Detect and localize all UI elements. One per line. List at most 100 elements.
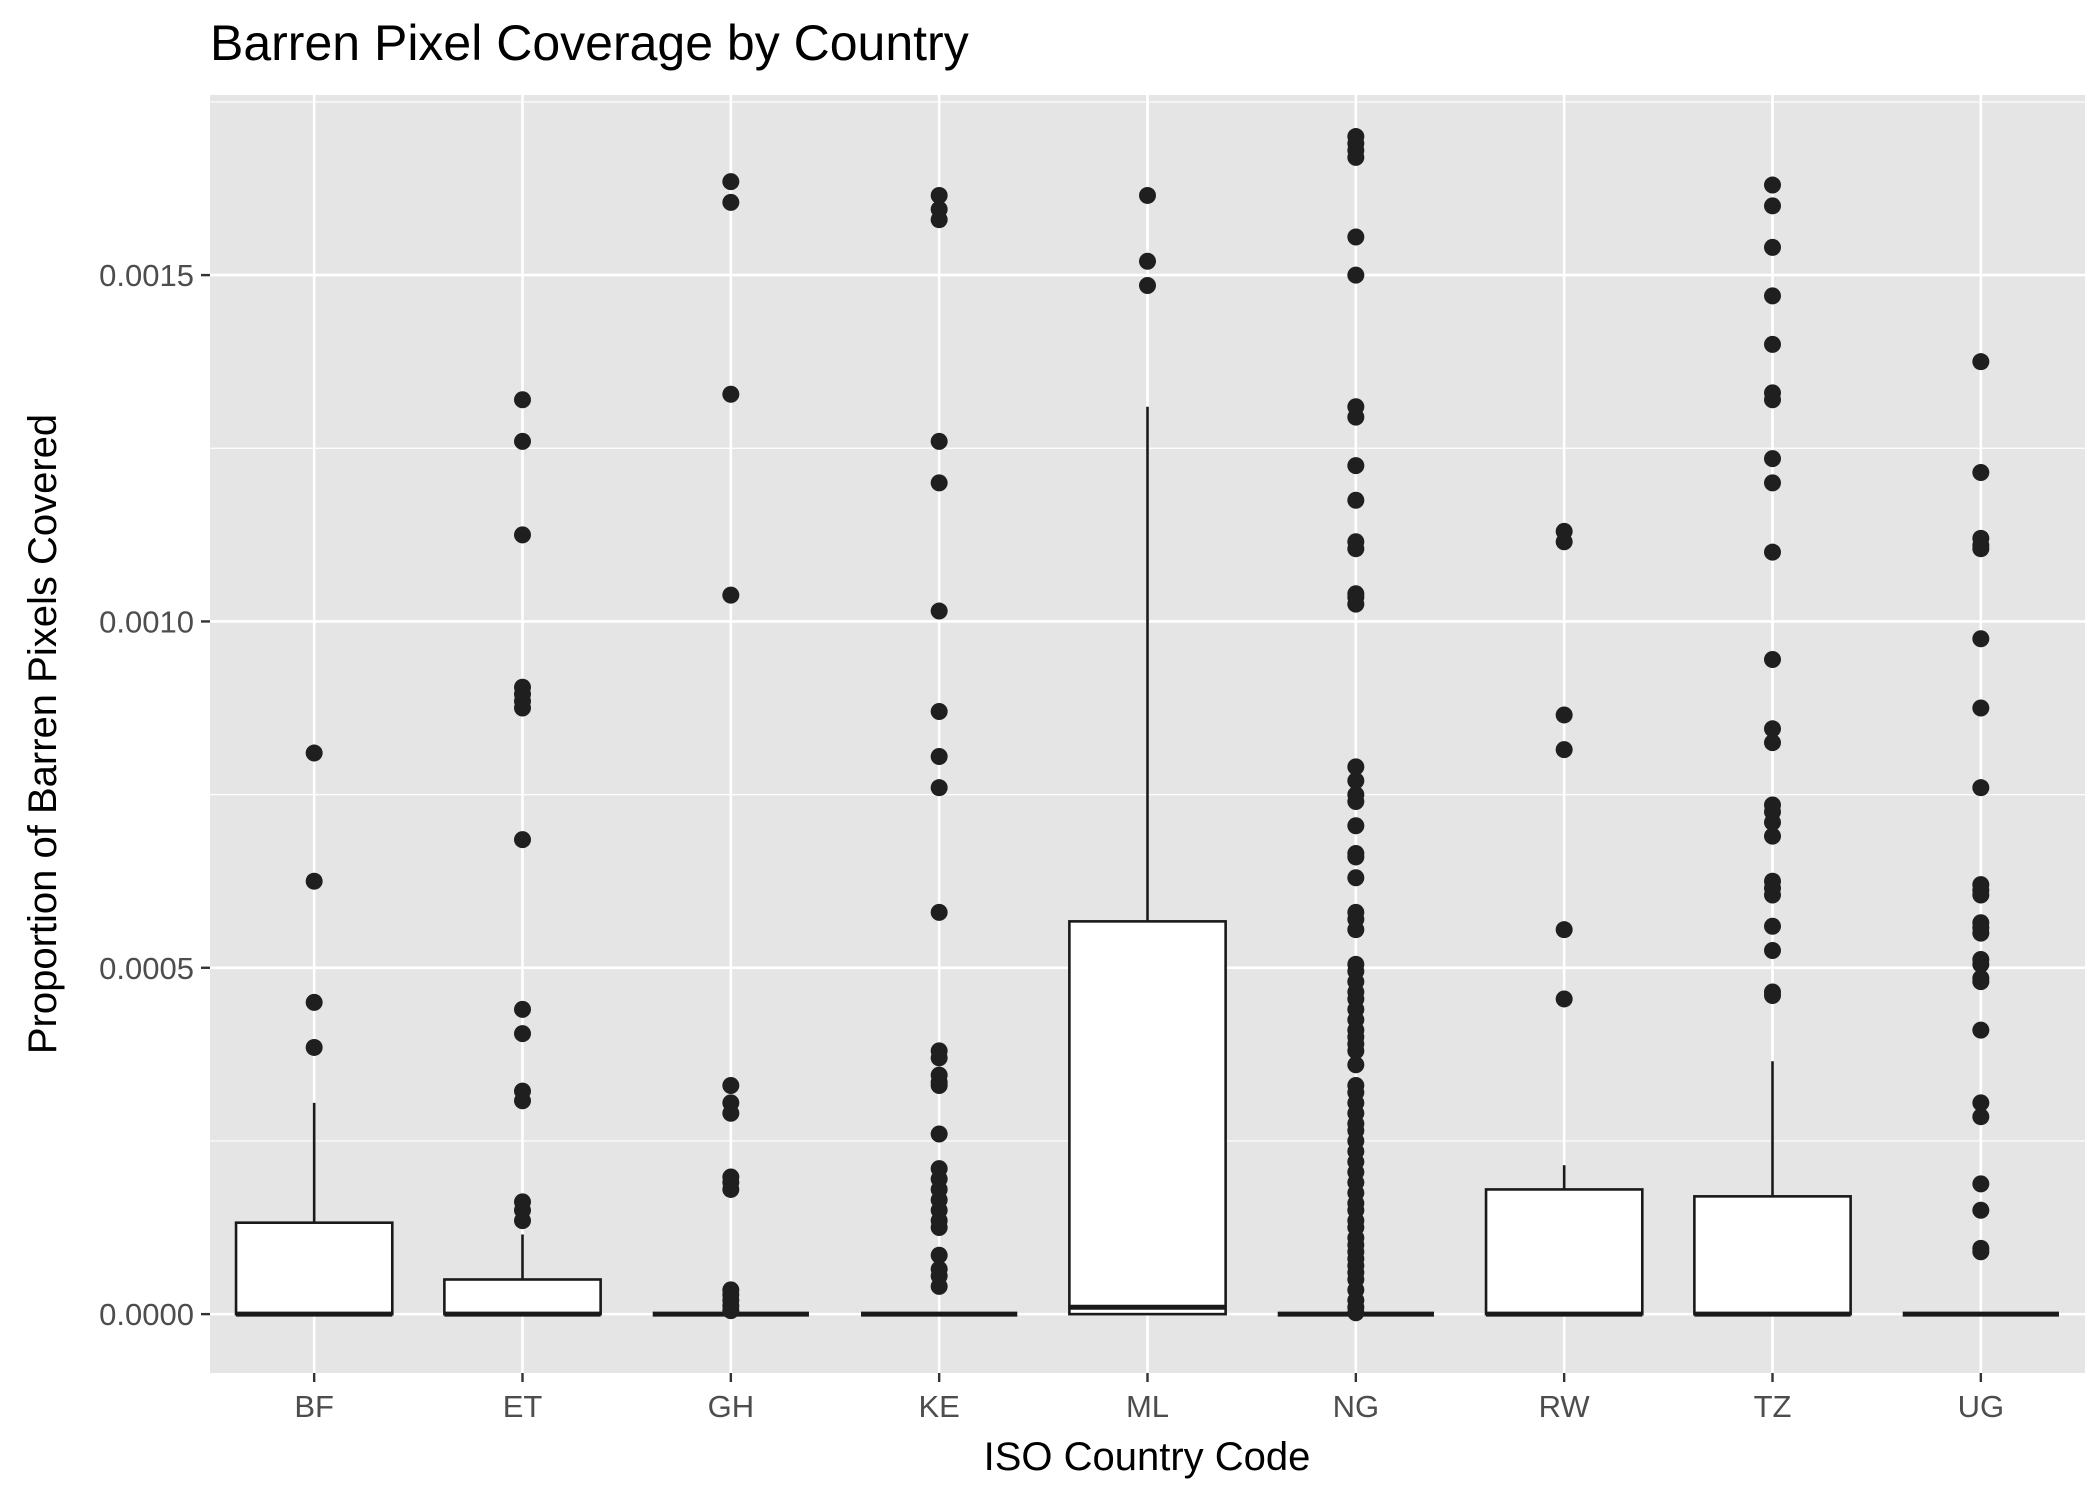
outlier-point: [1139, 276, 1156, 294]
outlier-point: [1972, 973, 1990, 991]
y-tick-label: 0.0005: [99, 951, 194, 986]
outlier-point: [1764, 827, 1781, 845]
outlier-point: [930, 474, 948, 492]
box-bf: [234, 1221, 394, 1316]
x-tick-label: ET: [503, 1389, 543, 1424]
outlier-point: [722, 385, 740, 403]
outlier-point: [1347, 228, 1365, 246]
outlier-point: [930, 702, 948, 720]
y-tick-label: 0.0015: [99, 258, 194, 293]
outlier-point: [1347, 266, 1365, 284]
outlier-point: [1347, 491, 1365, 509]
outlier-point: [1347, 540, 1365, 558]
outlier-point: [514, 831, 531, 849]
outlier-point: [1972, 464, 1990, 482]
outlier-point: [305, 744, 323, 762]
y-tick-label: 0.0000: [99, 1297, 194, 1332]
outlier-point: [1972, 924, 1990, 942]
outlier-point: [1139, 186, 1156, 204]
outlier-point: [930, 186, 948, 204]
outlier-point: [514, 699, 531, 717]
x-tick-label: KE: [918, 1389, 959, 1424]
outlier-point: [1972, 1201, 1990, 1219]
box-tz: [1693, 1195, 1852, 1316]
outlier-point: [1347, 408, 1365, 426]
outlier-point: [1764, 176, 1781, 194]
outlier-point: [930, 779, 948, 797]
outlier-point: [1764, 917, 1781, 935]
outlier-point: [1764, 391, 1781, 409]
outlier-point: [305, 1038, 323, 1056]
outlier-point: [1347, 457, 1365, 475]
outlier-point: [1972, 1243, 1990, 1261]
outlier-point: [930, 1125, 948, 1143]
outlier-point: [1972, 1175, 1990, 1193]
outlier-point: [930, 211, 948, 229]
x-tick-label: RW: [1539, 1389, 1591, 1424]
outlier-point: [1972, 353, 1990, 371]
outlier-point: [1972, 779, 1990, 797]
x-tick-label: TZ: [1754, 1389, 1792, 1424]
outlier-point: [722, 1302, 740, 1320]
outlier-point: [1972, 955, 1990, 973]
outlier-point: [1347, 921, 1365, 939]
outlier-point: [514, 1000, 531, 1018]
outlier-point: [514, 432, 531, 450]
outlier-point: [1972, 630, 1990, 648]
outlier-point: [930, 602, 948, 620]
outlier-point: [930, 1049, 948, 1067]
outlier-point: [1764, 651, 1781, 669]
outlier-point: [930, 1219, 948, 1237]
outlier-point: [1347, 793, 1365, 811]
outlier-point: [514, 1212, 531, 1230]
x-tick-label: BF: [294, 1389, 334, 1424]
outlier-point: [1972, 1021, 1990, 1039]
outlier-point: [514, 1092, 531, 1110]
outlier-point: [1764, 197, 1781, 215]
box-rw: [1484, 1188, 1644, 1316]
outlier-point: [1555, 741, 1573, 759]
outlier-point: [1347, 772, 1365, 790]
outlier-point: [1347, 848, 1365, 866]
outlier-point: [1139, 252, 1156, 270]
outlier-point: [930, 1077, 948, 1095]
outlier-point: [1972, 1094, 1990, 1112]
chart-title: Barren Pixel Coverage by Country: [210, 15, 969, 71]
outlier-point: [1764, 941, 1781, 959]
outlier-point: [1764, 543, 1781, 561]
y-axis: 0.0000 0.0005 0.0010 0.0015: [99, 258, 210, 1332]
outlier-point: [930, 903, 948, 921]
outlier-point: [1347, 758, 1365, 776]
outlier-point: [722, 193, 740, 211]
outlier-point: [1555, 921, 1573, 939]
outlier-point: [1347, 1042, 1365, 1060]
outlier-point: [514, 1025, 531, 1043]
x-axis: BF ET GH KE ML NG RW TZ UG: [294, 1373, 2004, 1424]
outlier-point: [1347, 595, 1365, 613]
outlier-point: [1347, 817, 1365, 835]
x-tick-label: GH: [708, 1389, 755, 1424]
outlier-point: [1972, 540, 1990, 558]
outlier-points: [305, 128, 1990, 1322]
x-axis-title: ISO Country Code: [984, 1435, 1311, 1479]
outlier-point: [1972, 886, 1990, 904]
outlier-point: [1555, 533, 1573, 551]
outlier-point: [1764, 986, 1781, 1004]
outlier-point: [1972, 699, 1990, 717]
outlier-point: [1972, 1108, 1990, 1126]
box-et: [443, 1278, 602, 1316]
outlier-point: [722, 173, 740, 191]
x-tick-label: NG: [1333, 1389, 1380, 1424]
outlier-point: [722, 1077, 740, 1095]
outlier-point: [930, 748, 948, 766]
outlier-point: [305, 993, 323, 1011]
outlier-point: [514, 391, 531, 409]
x-tick-label: ML: [1126, 1389, 1169, 1424]
boxes: [234, 406, 2059, 1317]
outlier-point: [1764, 886, 1781, 904]
outlier-point: [1347, 1056, 1365, 1074]
outlier-point: [1764, 450, 1781, 468]
outlier-point: [930, 1246, 948, 1264]
outlier-point: [1764, 335, 1781, 353]
